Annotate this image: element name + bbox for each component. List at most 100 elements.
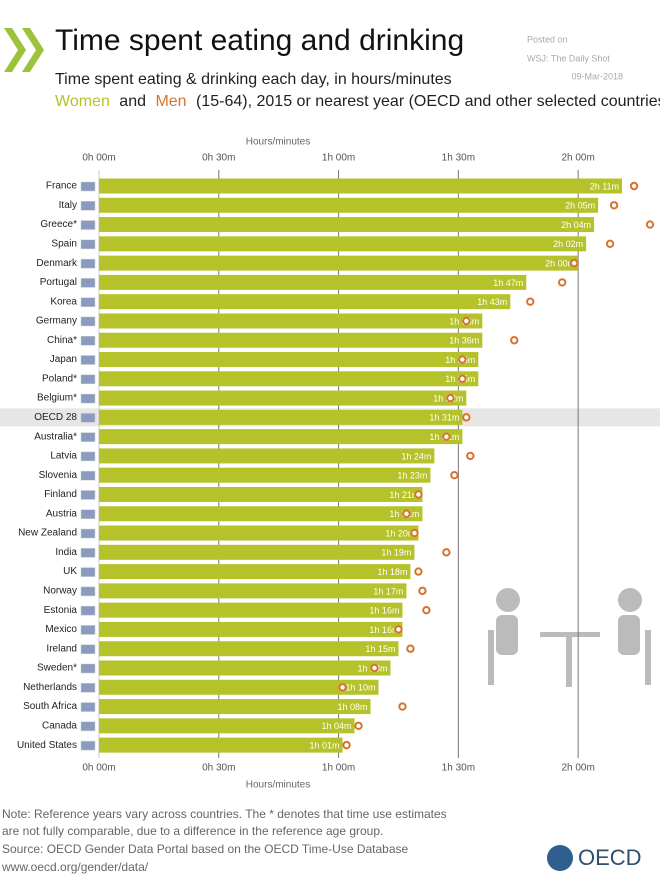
men-dot: [645, 220, 655, 229]
y-tick-label: New Zealand: [18, 528, 77, 539]
bar: [99, 274, 527, 290]
y-tick-label: Ireland: [46, 643, 77, 654]
men-dot: [605, 239, 615, 249]
y-tick-label: Latvia: [50, 451, 77, 462]
men-dot: [442, 432, 451, 441]
flag: [80, 605, 96, 616]
men-dot: [414, 567, 423, 576]
y-tick-label: OECD 28: [34, 412, 77, 423]
flag: [80, 220, 96, 230]
men-dot: [462, 316, 471, 326]
flag: [80, 181, 96, 192]
flag: [80, 239, 96, 250]
men-dot: [422, 605, 431, 615]
men-dot: [557, 278, 567, 287]
y-tick-label: Norway: [43, 586, 77, 597]
y-tick-label: Belgium*: [37, 393, 77, 404]
x-tick-label: 0h 00m: [82, 763, 115, 774]
men-dot: [569, 258, 579, 268]
x-tick-label: 1h 30m: [442, 763, 475, 774]
value-label: 1h 16m: [369, 606, 399, 616]
y-tick-label: France: [46, 181, 78, 192]
flag: [80, 702, 96, 712]
men-dot: [609, 201, 619, 210]
bar: [99, 718, 355, 734]
value-label: 2h 00m: [545, 258, 575, 268]
flag: [80, 297, 96, 307]
value-label: 1h 36m: [449, 336, 479, 346]
bar: [99, 352, 479, 368]
y-tick-label: Greece*: [40, 219, 77, 230]
logo-chevrons: [4, 28, 44, 72]
flag: [80, 374, 96, 385]
x-tick-label: 1h 00m: [322, 763, 355, 774]
value-label: 1h 18m: [377, 567, 407, 577]
bar: [99, 699, 371, 715]
flag: [80, 335, 96, 346]
bar: [99, 486, 423, 502]
posted-date: 09-Mar-2018: [571, 71, 623, 81]
value-label: 1h 43m: [477, 297, 507, 307]
bar: [99, 313, 483, 329]
men-dot: [458, 355, 467, 364]
men-dot: [418, 586, 427, 596]
value-label: 1h 19m: [381, 548, 411, 558]
flag: [80, 740, 96, 751]
y-tick-label: Portugal: [40, 277, 77, 288]
bar: [99, 641, 399, 657]
y-tick-label: South Africa: [23, 701, 77, 712]
bar: [99, 236, 587, 252]
y-tick-label: Japan: [50, 354, 77, 365]
x-tick-label: 2h 00m: [561, 153, 594, 164]
flag: [80, 470, 96, 481]
y-tick-label: Spain: [51, 238, 77, 249]
flag: [80, 201, 96, 211]
flag: [80, 548, 96, 558]
x-axis-title-top: Hours/minutes: [246, 137, 310, 148]
bar: [99, 217, 595, 233]
y-tick-label: Slovenia: [39, 470, 78, 481]
note: www.oecd.org/gender/data/: [1, 860, 149, 874]
flag: [80, 278, 96, 288]
men-dot: [442, 548, 451, 557]
y-tick-label: Germany: [36, 316, 77, 327]
bar: [99, 621, 403, 637]
flag: [80, 567, 96, 577]
bar: [99, 602, 403, 618]
men-dot: [450, 471, 459, 480]
flag: [80, 490, 96, 500]
subtitle: Time spent eating & drinking each day, i…: [55, 71, 452, 88]
flag: [80, 451, 96, 462]
men-dot: [510, 336, 519, 345]
logo-mark: [547, 845, 573, 871]
men-dot: [338, 683, 347, 692]
flag: [80, 683, 96, 693]
x-tick-label: 0h 30m: [202, 153, 235, 164]
men-dot: [462, 413, 471, 422]
diners-icon: [488, 588, 651, 687]
men-dot: [370, 663, 379, 673]
y-tick-label: UK: [63, 566, 77, 577]
men-dot: [398, 702, 407, 711]
men-dot: [410, 528, 419, 538]
value-label: 1h 21m: [389, 490, 419, 500]
flag: [80, 644, 96, 654]
flag: [80, 586, 96, 597]
bar: [99, 525, 419, 541]
y-tick-label: Poland*: [42, 373, 77, 384]
subtitle-rest: (15-64), 2015 or nearest year (OECD and …: [196, 93, 660, 110]
value-label: 2h 02m: [553, 239, 583, 249]
flag: [80, 432, 96, 442]
bar: [99, 294, 511, 310]
flag: [80, 721, 96, 732]
bar: [99, 583, 407, 599]
y-tick-label: Finland: [44, 489, 77, 500]
men-dot: [402, 509, 411, 518]
value-label: 1h 16m: [369, 625, 399, 635]
men-dot: [526, 297, 535, 306]
bar: [99, 737, 343, 753]
bar: [99, 660, 391, 676]
value-label: 1h 01m: [310, 740, 340, 750]
posted-source: WSJ: The Daily Shot: [527, 53, 610, 63]
bar: [99, 506, 423, 522]
